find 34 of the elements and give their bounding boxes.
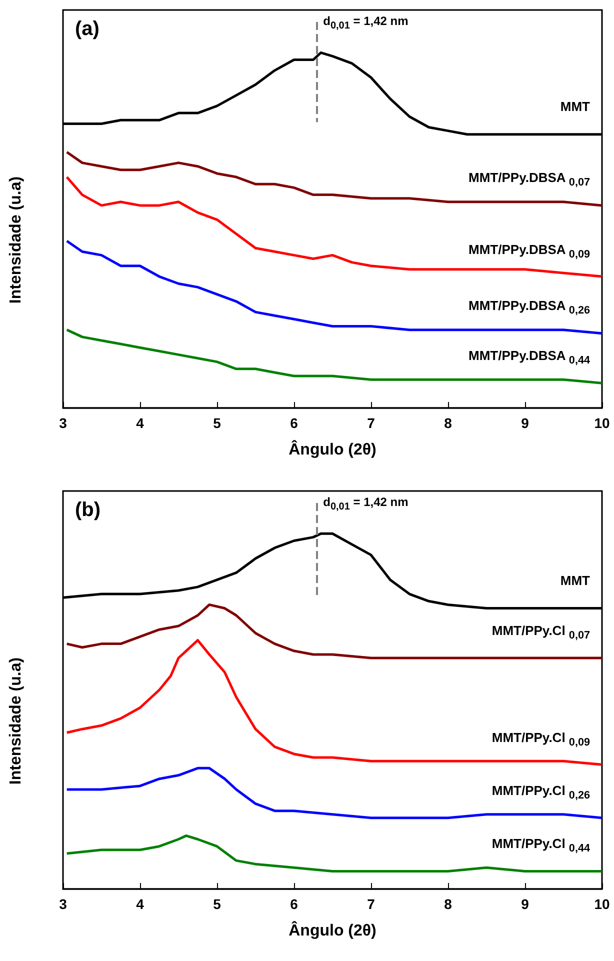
y-axis-title: Intensidade (u.a)	[8, 176, 24, 304]
x-tick-label: 8	[444, 415, 452, 431]
x-tick-label: 7	[367, 415, 376, 431]
x-tick-label: 3	[59, 415, 68, 431]
x-axis-title: Ângulo (2θ)	[288, 920, 376, 940]
x-tick-label: 5	[213, 415, 222, 431]
x-tick-label: 8	[444, 896, 452, 912]
x-tick-label: 3	[59, 896, 68, 912]
series-label: MMT/PPy.Cl $_{0,44}$	[492, 835, 590, 857]
x-tick-label: 9	[521, 415, 530, 431]
x-axis-title: Ângulo (2θ)	[288, 440, 376, 458]
series-label: MMT	[560, 572, 590, 590]
chart-title: (a)	[75, 18, 100, 40]
series-label: MMT/PPy.Cl $_{0,07}$	[492, 622, 590, 644]
x-tick-label: 4	[136, 896, 144, 912]
series-label: MMT	[560, 98, 590, 116]
chart-title: (b)	[75, 499, 101, 521]
x-tick-label: 9	[521, 896, 530, 912]
y-axis-title: Intensidade (u.a)	[8, 657, 24, 785]
series-label: MMT/PPy.Cl $_{0,09}$	[492, 728, 590, 750]
series-label: MMT/PPy.DBSA $_{0,09}$	[468, 240, 590, 262]
x-tick-label: 7	[367, 896, 376, 912]
x-tick-label: 10	[594, 896, 610, 912]
series-label: MMT/PPy.DBSA $_{0,07}$	[468, 169, 590, 192]
series-label: MMT/PPy.Cl $_{0,26}$	[492, 782, 590, 804]
x-tick-label: 10	[594, 415, 610, 431]
series-label: MMT/PPy.DBSA $_{0,26}$	[468, 297, 590, 319]
text: d$_{0,01}$ = 1,42 nm	[323, 12, 408, 34]
x-tick-label: 5	[213, 896, 222, 912]
text: d$_{0,01}$ = 1,42 nm	[323, 494, 408, 514]
series-label: MMT/PPy.DBSA $_{0,44}$	[468, 347, 590, 369]
x-tick-label: 6	[290, 896, 298, 912]
x-tick-label: 4	[136, 415, 144, 431]
x-tick-label: 6	[290, 415, 298, 431]
